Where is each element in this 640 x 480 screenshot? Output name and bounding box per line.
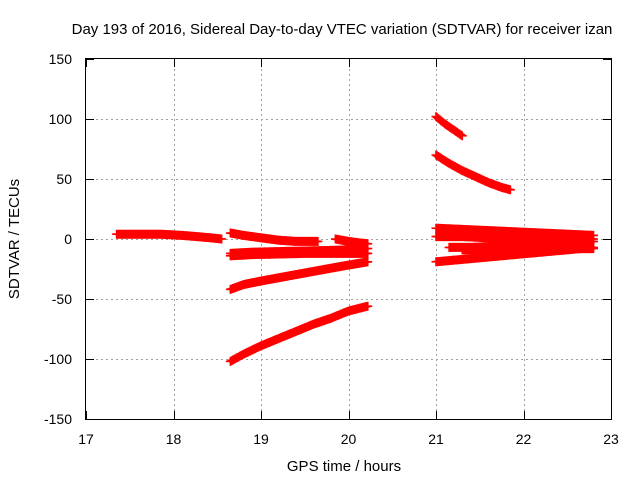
x-tick-label: 18 [166,431,182,447]
x-axis-label: GPS time / hours [287,458,401,475]
data-point [457,131,467,141]
data-points [112,112,598,366]
x-tick-label: 22 [516,431,532,447]
y-tick-label: -150 [44,411,72,427]
data-point [363,301,373,311]
data-point [313,236,323,246]
y-tick-label: -50 [52,291,72,307]
data-point [505,185,515,195]
x-tick-label: 19 [253,431,269,447]
data-point [456,130,466,140]
y-axis-label: SDTVAR / TECUs [6,179,23,299]
y-tick-label: 100 [49,111,73,127]
data-point [589,242,598,252]
data-point [363,239,373,249]
y-tick-label: 0 [64,231,72,247]
x-tick-label: 20 [341,431,357,447]
data-point [363,257,373,267]
y-tick-label: 50 [56,171,72,187]
data-point [363,248,373,258]
x-tick-label: 17 [78,431,94,447]
y-tick-label: 150 [49,51,73,67]
y-axis-tick-labels: -150 -100 -50 0 50 100 150 [44,51,72,427]
x-tick-label: 21 [428,431,444,447]
data-point [217,234,227,244]
x-axis-tick-labels: 17 18 19 20 21 22 23 [78,431,619,447]
x-tick-label: 23 [603,431,619,447]
y-tick-label: -100 [44,351,72,367]
plot-frame [85,58,612,420]
chart-title: Day 193 of 2016, Sidereal Day-to-day VTE… [72,21,613,38]
